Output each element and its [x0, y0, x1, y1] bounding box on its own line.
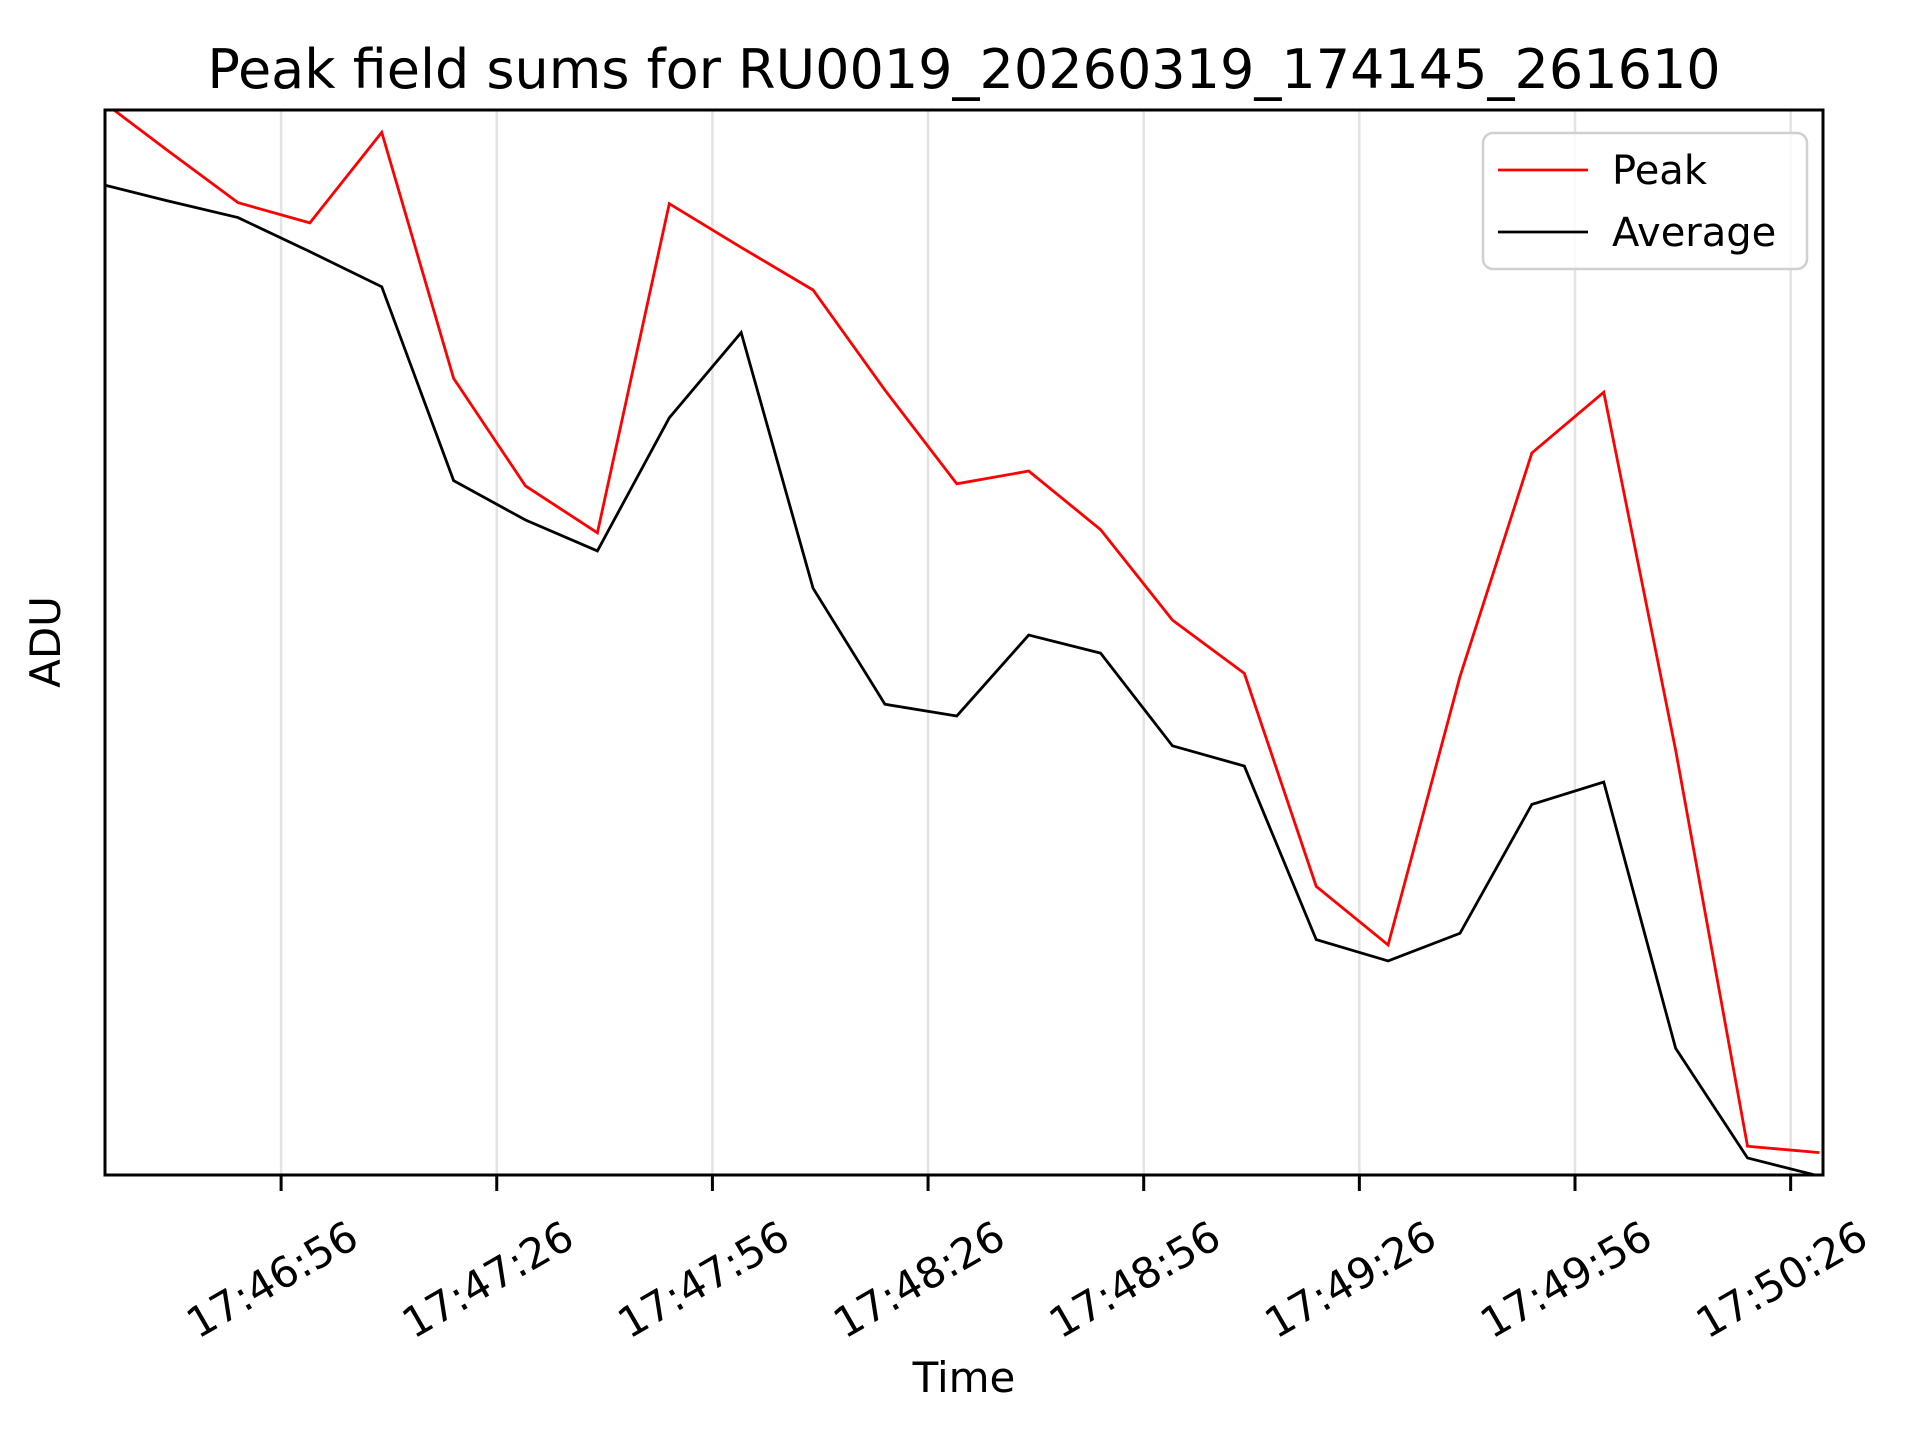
series-line-average: [105, 183, 1820, 1175]
plot-border: [103, 108, 1825, 1177]
legend-peak-label: Peak: [1612, 148, 1708, 194]
legend-box: [1481, 131, 1809, 271]
legend: Peak Average: [1481, 131, 1809, 271]
series-layer: [105, 110, 1820, 1175]
gridlines: [279, 110, 1792, 1175]
x-axis-label: Time: [912, 1353, 1016, 1402]
chart-title: Peak field sums for RU0019_20260319_1741…: [207, 38, 1720, 101]
y-axis-label: ADU: [21, 596, 70, 688]
series-line-peak: [111, 110, 1820, 1155]
legend-average-label: Average: [1612, 210, 1776, 256]
